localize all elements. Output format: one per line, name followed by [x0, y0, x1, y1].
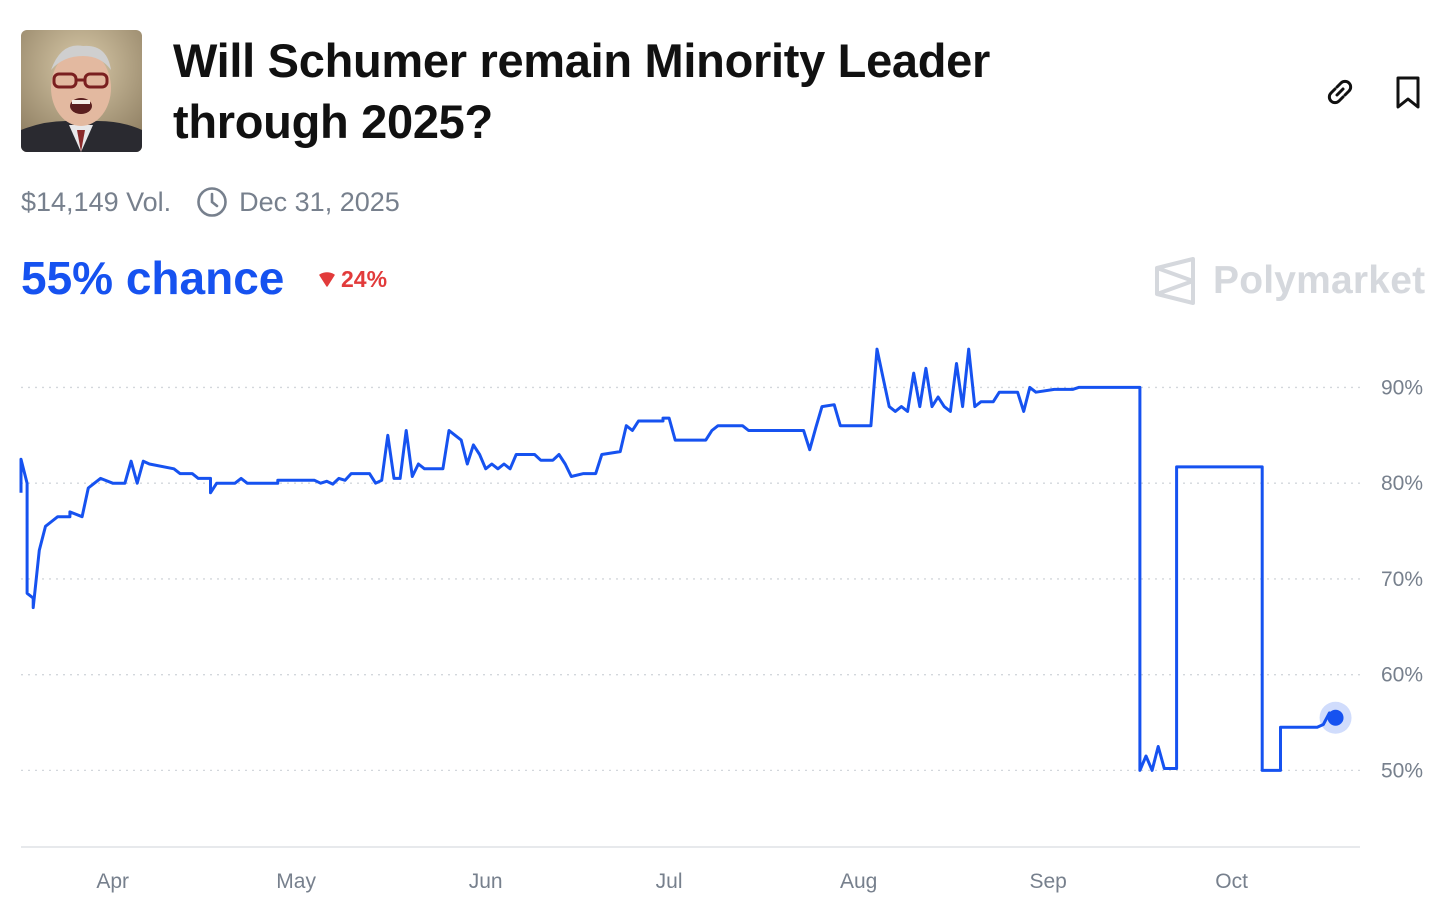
- series-line: [19, 347, 1337, 772]
- link-icon: [1327, 79, 1353, 105]
- market-image: [21, 30, 142, 152]
- x-tick-label: Jun: [469, 870, 503, 893]
- y-tick-label: 80%: [1381, 472, 1423, 495]
- x-tick-label: Jul: [656, 870, 683, 893]
- x-tick-label: Aug: [840, 870, 877, 893]
- copy-link-button[interactable]: [1320, 72, 1360, 112]
- portrait-image: [21, 30, 142, 152]
- x-tick-label: Apr: [96, 870, 129, 893]
- y-tick-label: 60%: [1381, 664, 1423, 687]
- change-badge: 24%: [318, 266, 387, 293]
- market-meta: $14,149 Vol. Dec 31, 2025: [21, 183, 400, 221]
- current-point: [1327, 709, 1344, 726]
- change-value: 24%: [341, 266, 388, 292]
- bookmark-button[interactable]: [1388, 72, 1428, 112]
- brand-name: Polymarket: [1213, 259, 1426, 302]
- down-arrow-icon: [319, 271, 335, 287]
- y-tick-label: 70%: [1381, 568, 1423, 591]
- bookmark-icon: [1396, 76, 1420, 109]
- x-tick-label: Oct: [1215, 870, 1248, 893]
- brand-watermark: Polymarket: [1153, 256, 1425, 306]
- polymarket-logo-icon: [1155, 257, 1195, 305]
- volume-text: $14,149 Vol.: [21, 186, 172, 217]
- end-date-text: Dec 31, 2025: [239, 186, 400, 217]
- x-tick-label: May: [276, 870, 316, 893]
- chance-value: 55% chance: [21, 252, 285, 304]
- clock-icon: [197, 187, 227, 217]
- x-tick-label: Sep: [1029, 870, 1066, 893]
- y-tick-label: 90%: [1381, 376, 1423, 399]
- market-title: Will Schumer remain Minority Leader thro…: [173, 34, 991, 148]
- y-tick-label: 50%: [1381, 759, 1423, 782]
